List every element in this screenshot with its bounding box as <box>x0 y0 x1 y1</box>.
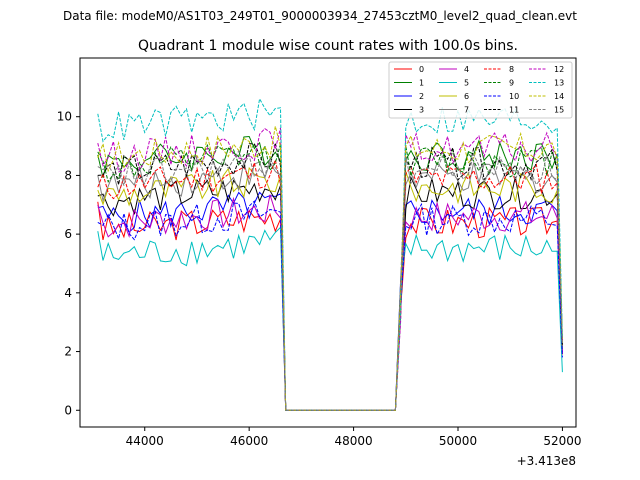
legend-label-12: 12 <box>554 65 564 74</box>
y-tick-label: 10 <box>57 110 72 124</box>
x-tick-label: 50000 <box>439 434 477 448</box>
legend-label-6: 6 <box>464 92 469 101</box>
legend-label-7: 7 <box>464 106 469 115</box>
chart-title: Quadrant 1 module wise count rates with … <box>138 38 518 54</box>
series-line-0 <box>97 201 563 411</box>
x-tick-label: 44000 <box>126 434 164 448</box>
legend-label-5: 5 <box>464 79 469 88</box>
series-line-12 <box>97 127 563 411</box>
legend-label-3: 3 <box>419 106 424 115</box>
y-tick-label: 8 <box>64 168 72 182</box>
legend-label-13: 13 <box>554 79 564 88</box>
series-line-5 <box>97 226 563 411</box>
series-line-9 <box>97 142 563 411</box>
series-line-7 <box>97 161 563 411</box>
legend-label-1: 1 <box>419 79 424 88</box>
series-layer <box>97 97 563 411</box>
legend-label-10: 10 <box>509 92 519 101</box>
x-offset-label: +3.413e8 <box>517 454 576 468</box>
legend-label-9: 9 <box>509 79 514 88</box>
y-tick-label: 6 <box>64 227 72 241</box>
legend-label-8: 8 <box>509 65 514 74</box>
y-tick-label: 2 <box>64 345 72 359</box>
y-tick-label: 0 <box>64 403 72 417</box>
x-tick-label: 46000 <box>230 434 268 448</box>
series-line-14 <box>97 126 563 411</box>
axes-frame <box>79 57 577 428</box>
legend-label-11: 11 <box>509 106 519 115</box>
x-tick-label: 48000 <box>334 434 372 448</box>
suptitle: Data file: modeM0/AS1T03_249T01_90000039… <box>63 9 577 23</box>
legend-box <box>388 61 573 119</box>
x-tick-label: 52000 <box>543 434 581 448</box>
legend-label-15: 15 <box>554 106 564 115</box>
legend-label-2: 2 <box>419 92 424 101</box>
series-line-10 <box>97 200 563 411</box>
series-line-6 <box>97 166 563 411</box>
legend-label-4: 4 <box>464 65 469 74</box>
y-tick-label: 4 <box>64 286 72 300</box>
series-line-8 <box>97 158 563 411</box>
legend-label-0: 0 <box>419 65 424 74</box>
series-line-1 <box>97 135 563 411</box>
legend-label-14: 14 <box>554 92 564 101</box>
